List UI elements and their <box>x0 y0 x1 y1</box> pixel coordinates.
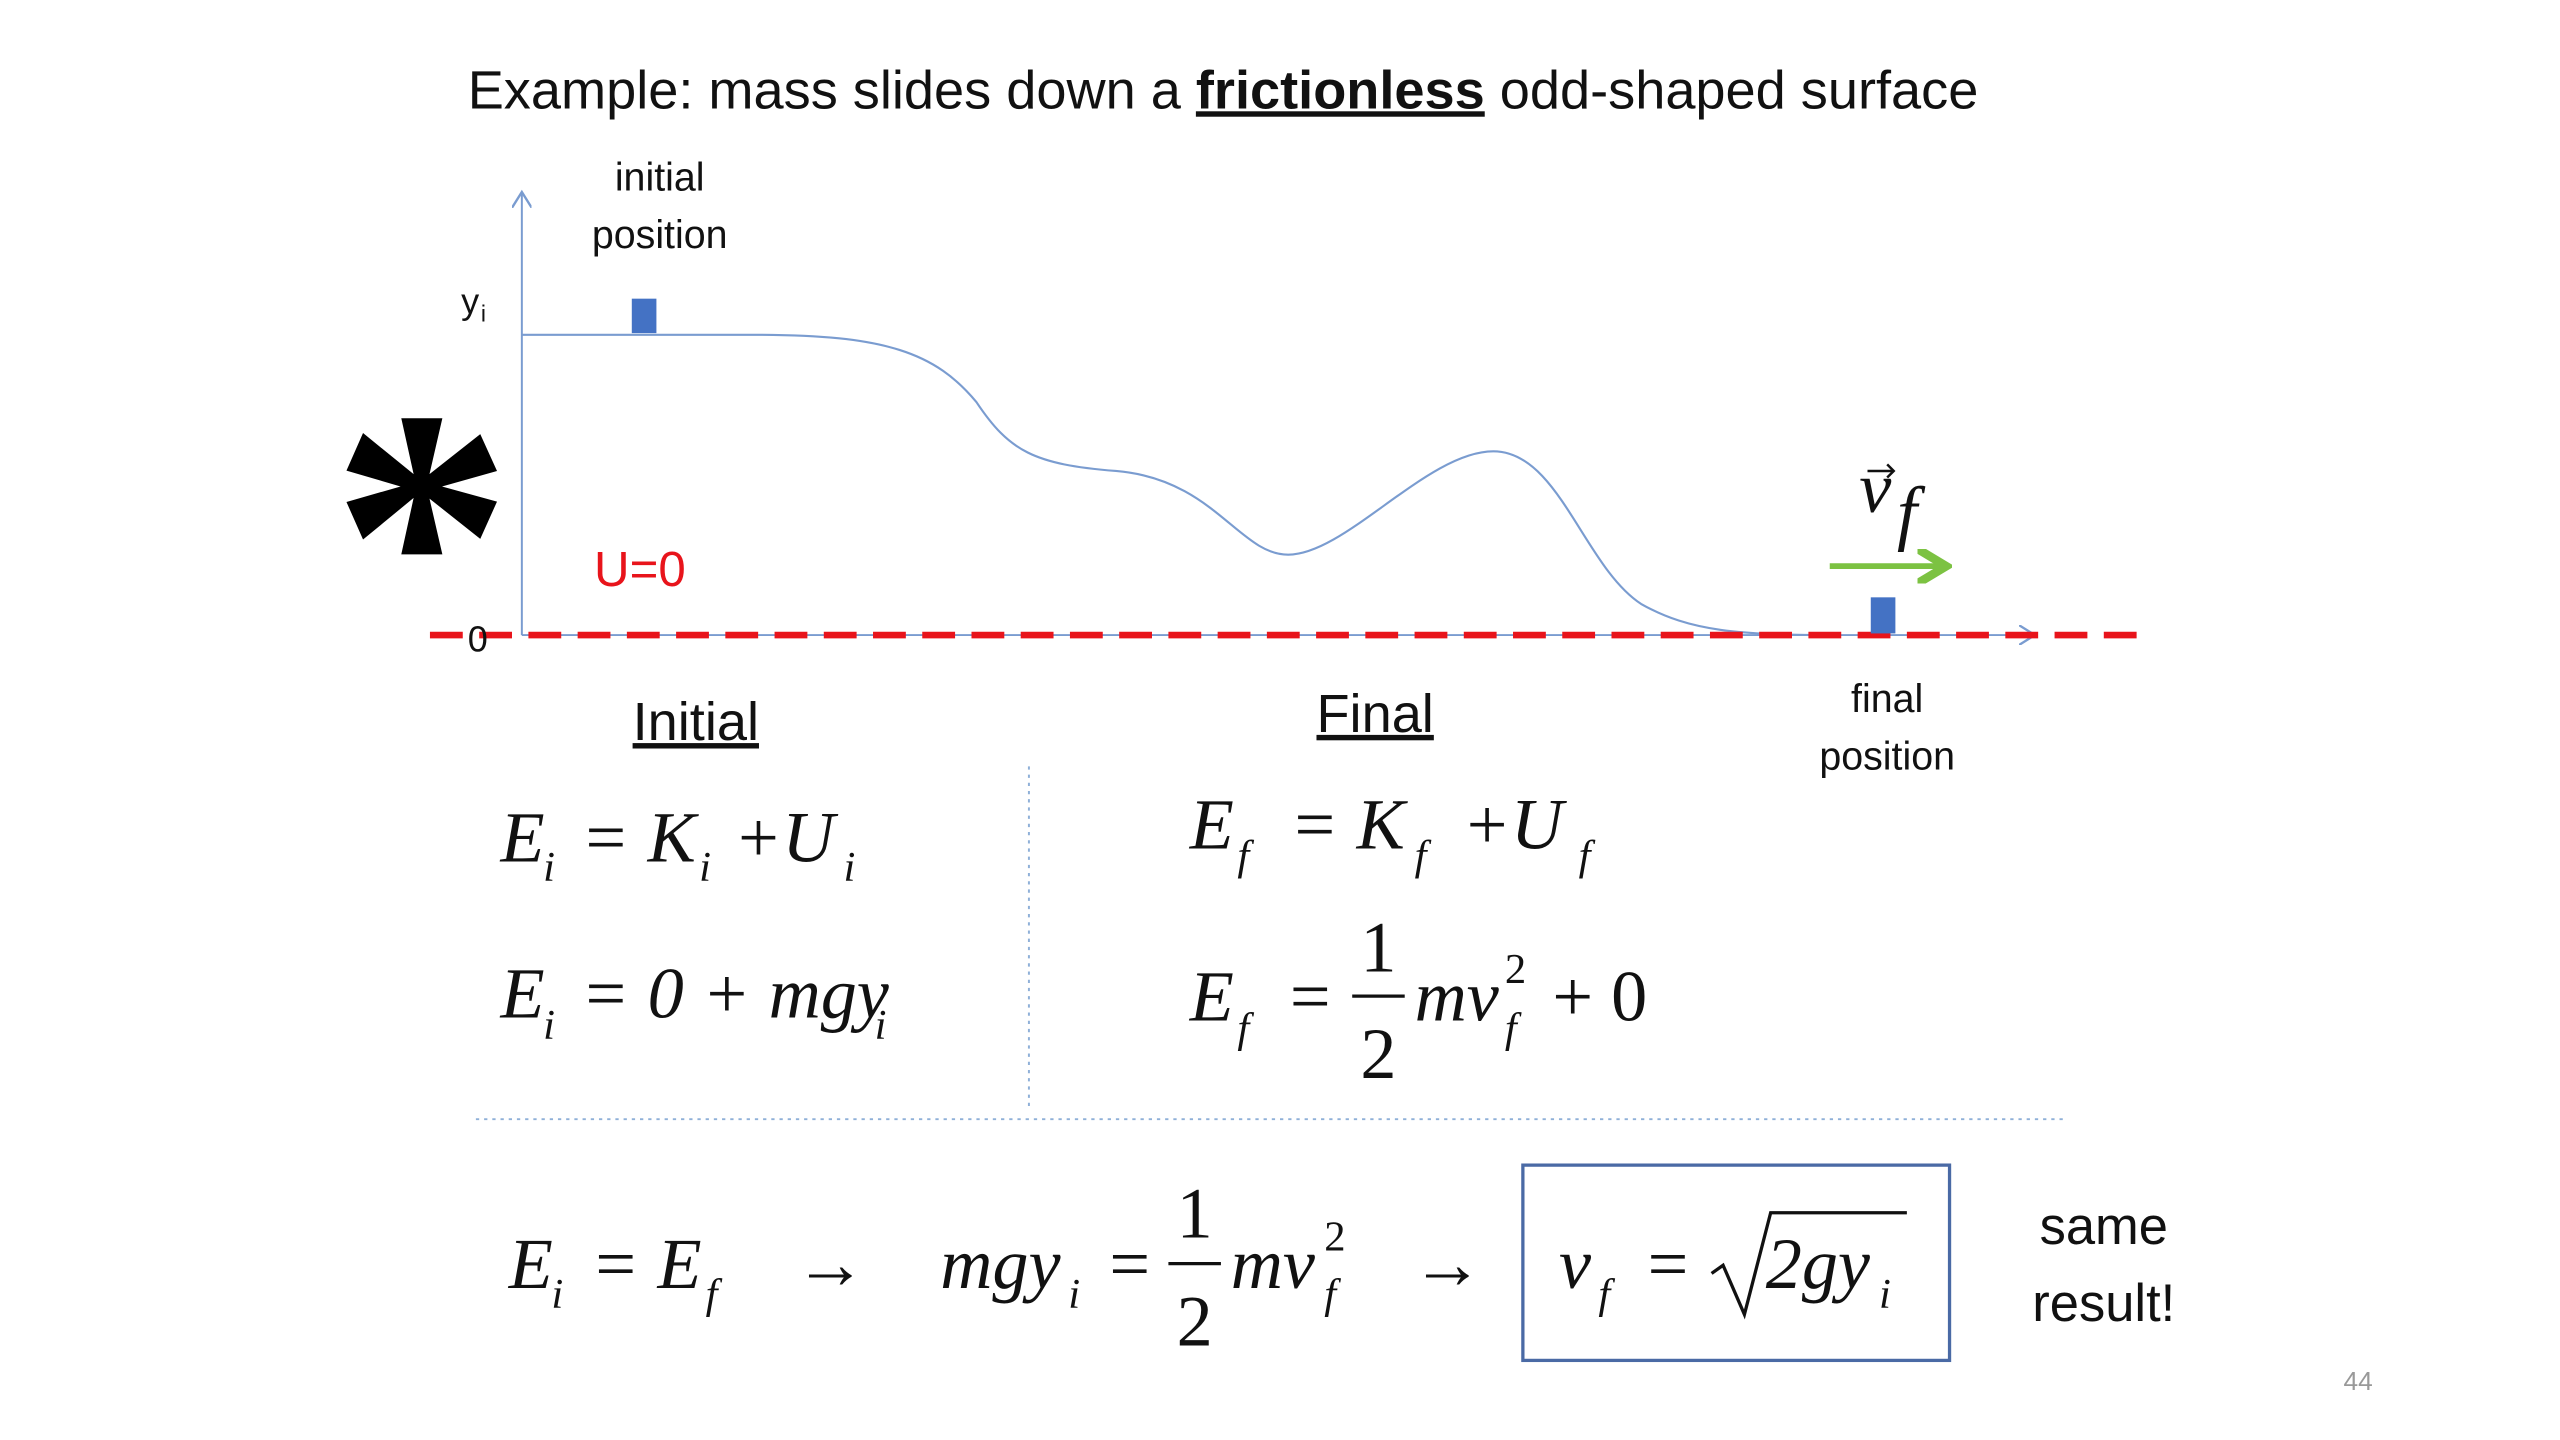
eq-sub: f <box>1324 1271 1341 1318</box>
eq-part: + 0 <box>1552 957 1647 1037</box>
axis-label-sub: i <box>481 301 486 327</box>
asterisk: * <box>331 335 512 735</box>
eq-sup: 2 <box>1505 946 1526 993</box>
vector-arrow <box>1867 463 1896 479</box>
eq-part: = E <box>591 1224 702 1304</box>
surface <box>521 333 1838 637</box>
eq-part: = <box>1290 957 1331 1037</box>
origin-label: 0 <box>468 618 488 659</box>
numerator: 1 <box>1177 1173 1213 1253</box>
eq-sub: f <box>706 1271 723 1318</box>
eq-sub: i <box>551 1271 563 1318</box>
eq-part: E <box>500 798 545 878</box>
eq-part: v <box>1559 1224 1592 1304</box>
eq-part: E <box>500 953 545 1033</box>
eq-part: = K <box>1290 784 1409 864</box>
velocity-sub: f <box>1897 473 1926 553</box>
eq-sub: i <box>1068 1271 1080 1318</box>
title-text: Example: mass slides down a <box>468 60 1196 120</box>
eq-part: E <box>1189 784 1234 864</box>
eq-sub: i <box>1879 1271 1891 1318</box>
heading: Initial <box>633 692 759 752</box>
label: position <box>592 213 728 257</box>
eq-sub: i <box>699 844 711 891</box>
arrow: → <box>794 1224 866 1304</box>
title-emphasis: frictionless <box>1196 60 1485 120</box>
eq-sub: f <box>1505 1005 1522 1052</box>
result-equation: v f = 2gy i <box>1559 1211 1907 1320</box>
initial-mass <box>631 298 657 334</box>
eq-part: mv <box>1415 957 1500 1037</box>
zero-label: U=0 <box>594 542 686 597</box>
eq-part: +U <box>1462 784 1568 864</box>
eq-part: = <box>1648 1224 1689 1304</box>
label: position <box>1819 735 1955 779</box>
eq-sub: f <box>1415 833 1432 880</box>
note: same <box>2040 1197 2168 1256</box>
eq-part: mv <box>1231 1224 1316 1304</box>
equation: E f = 1 2 mv 2 f + 0 <box>1189 907 1648 1094</box>
sqrt-sign <box>1710 1211 1907 1320</box>
eq-part: = K <box>581 798 700 878</box>
title: Example: mass slides down a frictionless… <box>468 60 1979 120</box>
eq-sub: f <box>1598 1271 1615 1318</box>
eq-part: = <box>1109 1224 1150 1304</box>
equation: E i = E f → mgy i = 1 2 mv 2 f → <box>508 1173 1484 1361</box>
eq-sub: i <box>875 1002 887 1049</box>
eq-part: 2gy <box>1766 1224 1871 1304</box>
equation: E f = K f +U f <box>1189 784 1596 879</box>
eq-part: E <box>1189 957 1234 1037</box>
title-text: odd-shaped surface <box>1485 60 1979 120</box>
denominator: 2 <box>1177 1282 1213 1362</box>
diagram: initial position y i 0 U=0 v f final pos… <box>331 155 2150 779</box>
equation: E i = K i +U i <box>500 798 856 892</box>
eq-part: = 0 + mgy <box>581 953 890 1033</box>
eq-part: E <box>508 1224 553 1304</box>
eq-sup: 2 <box>1324 1213 1345 1260</box>
eq-sub: f <box>1237 833 1254 880</box>
eq-sub: f <box>1579 833 1596 880</box>
axis-label: y <box>461 280 479 321</box>
final-mass <box>1870 597 1896 634</box>
eq-sub: i <box>543 844 555 891</box>
label: initial <box>615 155 705 199</box>
page-number: 44 <box>2344 1366 2373 1396</box>
eq-sub: i <box>543 1002 555 1049</box>
heading: Final <box>1316 684 1433 744</box>
numerator: 1 <box>1360 907 1396 987</box>
eq-part: +U <box>734 798 840 878</box>
eq-sub: i <box>843 844 855 891</box>
equation: E i = 0 + mgy i <box>500 953 890 1048</box>
eq-part: mgy <box>940 1224 1061 1304</box>
note: result! <box>2032 1274 2175 1333</box>
arrow: → <box>1411 1224 1483 1304</box>
result-box <box>1521 1163 1952 1363</box>
eq-sub: f <box>1237 1005 1254 1052</box>
velocity-label: v <box>1859 448 1892 528</box>
denominator: 2 <box>1360 1014 1396 1094</box>
label: final <box>1851 677 1923 721</box>
